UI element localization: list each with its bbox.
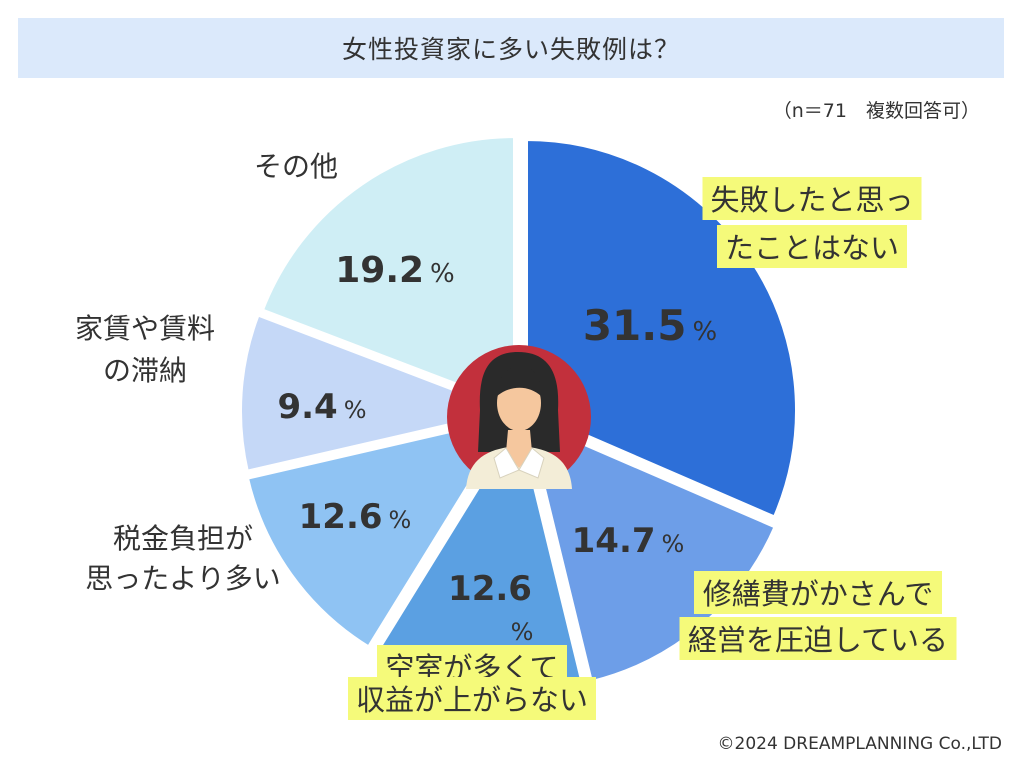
slice-label-1-line-1: 失敗したと思っ [710, 183, 913, 217]
woman-icon [466, 352, 572, 489]
pie-slice-5 [238, 311, 518, 475]
slice-label-5-line-1: 家賃や賃料 [75, 312, 215, 345]
slice-label-1-line-2: たことはない [725, 231, 899, 265]
slice-value-2: 14.7% [572, 521, 685, 561]
label-highlight-3-2 [348, 677, 596, 720]
slice-value-3: 12.6% [448, 569, 533, 646]
slice-label-4-line-2: 思ったより多い [85, 562, 280, 595]
title-bar: 女性投資家に多い失敗例は？ [18, 18, 1004, 78]
slice-value-5: 9.4% [277, 387, 366, 427]
slice-label-6-line-1: その他 [254, 150, 338, 183]
sample-note: （n＝71 複数回答可） [772, 100, 980, 122]
pie-slice-6 [259, 133, 517, 410]
label-highlight-2-1 [694, 571, 942, 614]
slice-label-3-line-2: 収益が上がらない [356, 683, 588, 717]
slice-value-6: 19.2% [335, 250, 455, 291]
slice-label-2-line-1: 修繕費がかさんで [703, 577, 934, 611]
chart-title: 女性投資家に多い失敗例は？ [341, 35, 680, 64]
label-highlight-1-1 [702, 177, 922, 220]
pie-slice-4 [244, 413, 516, 651]
slice-value-1: 31.5% [583, 301, 717, 350]
slice-label-4-line-1: 税金負担が [113, 522, 253, 555]
label-highlight-1-2 [717, 225, 907, 268]
center-avatar [447, 345, 591, 489]
copyright: ©2024 DREAMPLANNING Co.,LTD [717, 734, 1002, 754]
slice-label-2-line-2: 経営を圧迫している [688, 623, 948, 657]
slice-label-5-line-2: の滞納 [103, 354, 187, 387]
slice-value-4: 12.6% [299, 497, 412, 537]
label-highlight-2-2 [679, 617, 957, 660]
